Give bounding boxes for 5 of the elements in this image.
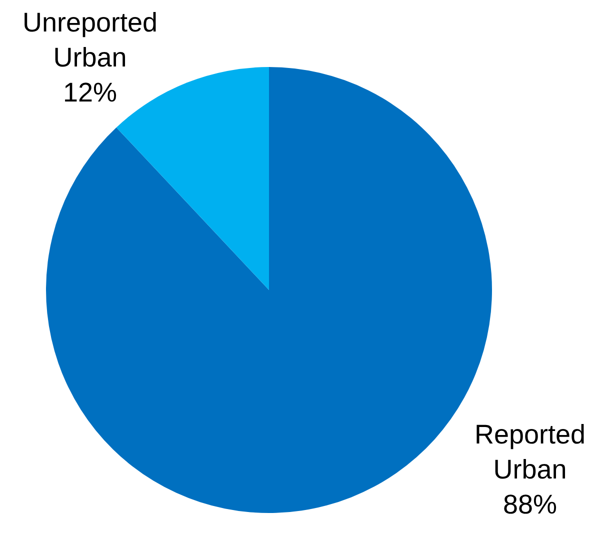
data-label: 12% <box>62 78 118 108</box>
slice-label: Reported Urban <box>474 420 586 485</box>
slice-label: Unreported Urban <box>22 8 158 73</box>
data-label: 88% <box>502 490 558 520</box>
pie-slice <box>116 67 269 290</box>
